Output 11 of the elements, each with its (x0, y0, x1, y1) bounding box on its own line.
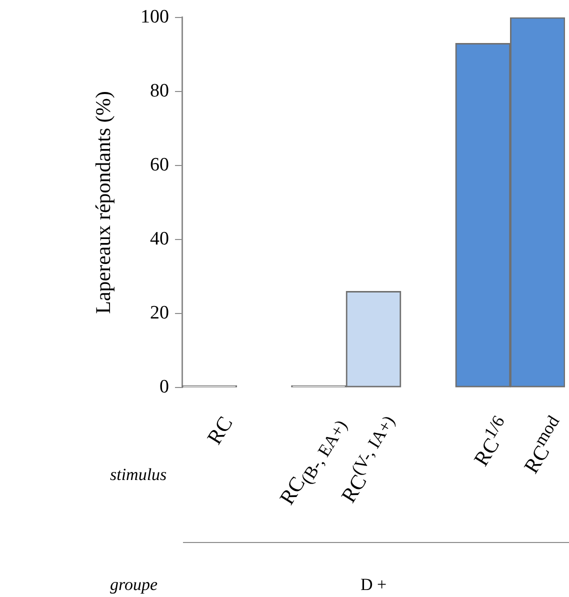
text: groupe (110, 575, 158, 595)
y-tick-label: 0 (160, 376, 169, 398)
x-tick-label: RC (202, 412, 239, 450)
text: stimulus (110, 465, 167, 485)
y-tick-label: 20 (150, 302, 169, 324)
y-tick-label: 100 (140, 6, 169, 28)
y-tick-label: 40 (150, 228, 169, 250)
y-tick-label: 60 (150, 154, 169, 176)
text: D + (360, 575, 387, 595)
y-tick-label: 80 (150, 80, 169, 102)
y-axis-title: Lapereaux répondants (%) (91, 91, 116, 314)
